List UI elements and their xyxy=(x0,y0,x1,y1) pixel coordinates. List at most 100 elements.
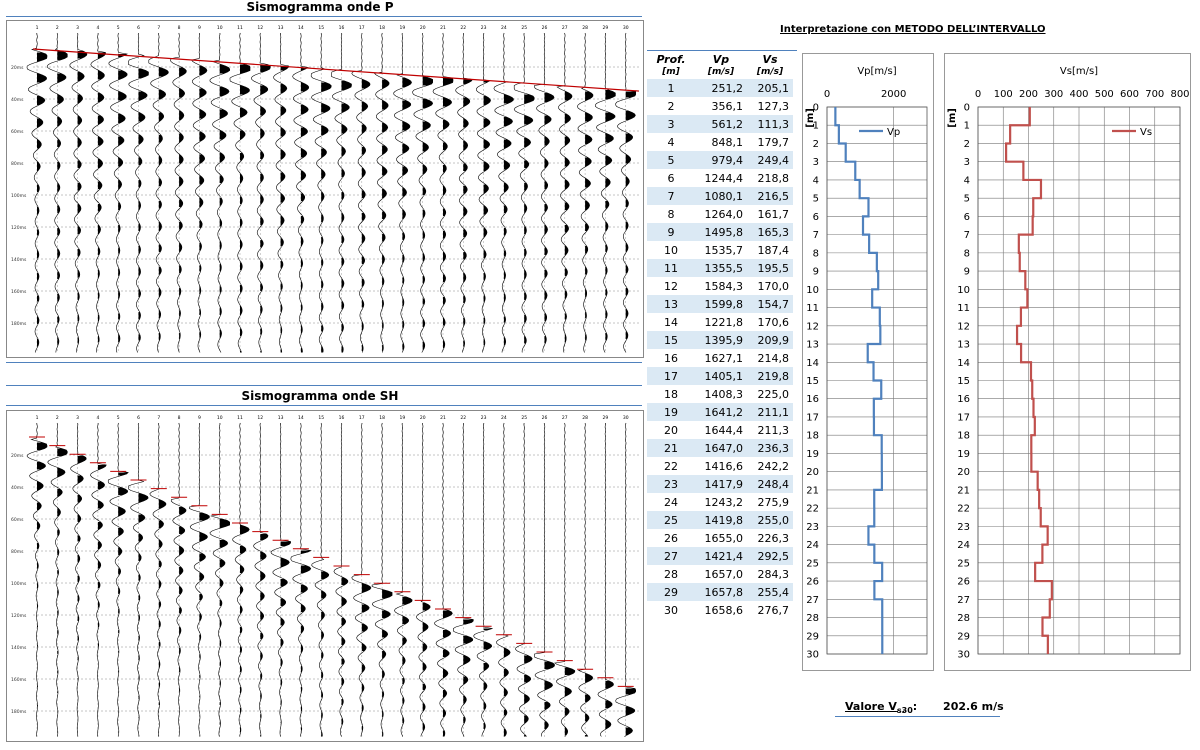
trace-wiggle xyxy=(46,32,68,353)
wiggle-fill xyxy=(503,117,513,126)
table-row: 9 1495,8 165,3 xyxy=(647,223,793,241)
wiggle-fill xyxy=(138,534,143,542)
cell-vp: 1644,4 xyxy=(704,423,744,437)
wiggle-fill xyxy=(625,111,636,120)
wiggle-fill xyxy=(625,688,636,695)
trace-label: 2 xyxy=(56,415,59,421)
trace-label: 21 xyxy=(440,25,446,31)
wiggle-fill xyxy=(382,189,387,198)
trace-wiggle xyxy=(371,422,393,737)
table-row: 22 1416,6 242,2 xyxy=(647,457,793,475)
y-tick-label: 10 xyxy=(806,285,819,296)
wiggle-fill xyxy=(300,127,308,137)
cell-vs: 127,3 xyxy=(757,99,790,113)
cell-vs: 161,7 xyxy=(757,207,790,221)
wiggle-fill xyxy=(300,565,311,573)
y-tick-label: 21 xyxy=(806,485,819,496)
trace-label: 28 xyxy=(582,25,588,31)
wiggle-fill xyxy=(240,108,248,117)
wiggle-fill xyxy=(483,628,493,630)
wiggle-fill xyxy=(77,115,82,125)
trace-label: 7 xyxy=(157,25,160,31)
wiggle-fill xyxy=(219,87,230,96)
wiggle-fill xyxy=(422,99,433,108)
table-row: 25 1419,8 255,0 xyxy=(647,511,793,529)
trace-label: 25 xyxy=(521,25,527,31)
wiggle-fill xyxy=(625,91,636,98)
wiggle-fill xyxy=(97,159,103,168)
wiggle-fill xyxy=(97,481,105,489)
wiggle-fill xyxy=(402,616,409,624)
wiggle-fill xyxy=(321,103,331,113)
wiggle-fill xyxy=(199,154,205,164)
sh-seismogram-plot: 20ms 40ms 60ms 80ms 100ms 120ms 140ms 160ms 180m… xyxy=(11,415,639,737)
cell-vs: 255,0 xyxy=(747,511,793,529)
y-tick-label: 28 xyxy=(806,613,819,624)
y-tick-label: 5 xyxy=(813,194,819,205)
table-row: 8 1264,0 161,7 xyxy=(647,205,793,223)
wiggle-fill xyxy=(361,664,365,672)
wiggle-fill xyxy=(280,639,284,647)
cell-depth: 12 xyxy=(664,279,678,293)
wiggle-fill xyxy=(240,525,250,534)
trace-wiggle xyxy=(70,422,87,737)
y-tick-label: 4 xyxy=(964,175,970,186)
wiggle-fill xyxy=(118,136,124,146)
trace-wiggle xyxy=(615,32,637,353)
vp-profile-chart: Vp[m/s][m]012345678910111213141516171819… xyxy=(805,66,928,661)
trace-wiggle xyxy=(473,422,493,737)
wiggle-fill xyxy=(443,610,453,618)
cell-vs: 205,1 xyxy=(747,79,793,97)
table-row: 3 561,2 111,3 xyxy=(647,115,793,133)
wiggle-fill xyxy=(199,175,204,185)
wiggle-fill xyxy=(361,300,364,308)
cell-vs: 249,4 xyxy=(747,151,793,169)
sh-top-rule xyxy=(6,385,642,386)
cell-vp: 1647,0 xyxy=(695,439,747,457)
trace-wiggle xyxy=(333,422,349,737)
wiggle-fill xyxy=(37,295,39,302)
wiggle-fill xyxy=(57,489,63,497)
trace-wiggle xyxy=(595,32,616,353)
table-row: 14 1221,8 170,6 xyxy=(647,313,793,331)
cell-depth: 9 xyxy=(647,223,695,241)
wiggle-fill xyxy=(361,624,368,632)
wiggle-fill xyxy=(402,187,407,197)
trace-label: 2 xyxy=(56,25,59,31)
time-label: 140ms xyxy=(11,645,27,651)
wiggle-fill xyxy=(97,181,102,189)
trace-label: 10 xyxy=(217,415,223,421)
wiggle-fill xyxy=(118,70,128,80)
wiggle-fill xyxy=(544,661,555,669)
table-row: 23 1417,9 248,4 xyxy=(647,475,793,493)
trace-wiggle xyxy=(209,33,230,353)
vs30-value: 202.6 m/s xyxy=(943,700,1004,713)
wiggle-fill xyxy=(605,133,614,143)
trace-wiggle xyxy=(128,32,149,353)
trace-label: 24 xyxy=(501,415,507,421)
table-row: 21 1647,0 236,3 xyxy=(647,439,793,457)
wiggle-fill xyxy=(605,112,616,122)
trace-label: 30 xyxy=(623,415,629,421)
wiggle-fill xyxy=(422,663,427,671)
cell-vs: 165,3 xyxy=(747,223,793,241)
trace-wiggle xyxy=(90,422,107,737)
trace-wiggle xyxy=(90,32,106,353)
trace-wiggle xyxy=(615,422,637,737)
wiggle-fill xyxy=(280,172,285,182)
cell-depth: 24 xyxy=(664,495,678,509)
wiggle-fill xyxy=(118,91,127,101)
sh-seismogram-title: Sismogramma onde SH xyxy=(241,389,399,403)
y-tick-label: 6 xyxy=(964,212,970,223)
cell-vp: 1641,2 xyxy=(695,403,747,421)
vp-profile-frame: Vp[m/s] [m] 0 1 2 3 4 5 6 7 8 9 10 11 12 13 14 15 16 17 18 19… xyxy=(802,53,934,671)
legend-label: Vs xyxy=(1140,127,1152,138)
trace-wiggle xyxy=(331,32,352,353)
wiggle-fill xyxy=(321,82,332,92)
trace-label: 11 xyxy=(237,415,243,421)
y-tick-label: 25 xyxy=(957,558,970,569)
cell-vp: 1408,3 xyxy=(704,387,744,401)
trace-label: 13 xyxy=(278,415,284,421)
trace-label: 8 xyxy=(178,415,181,421)
x-tick-label: 400 xyxy=(1069,89,1088,100)
